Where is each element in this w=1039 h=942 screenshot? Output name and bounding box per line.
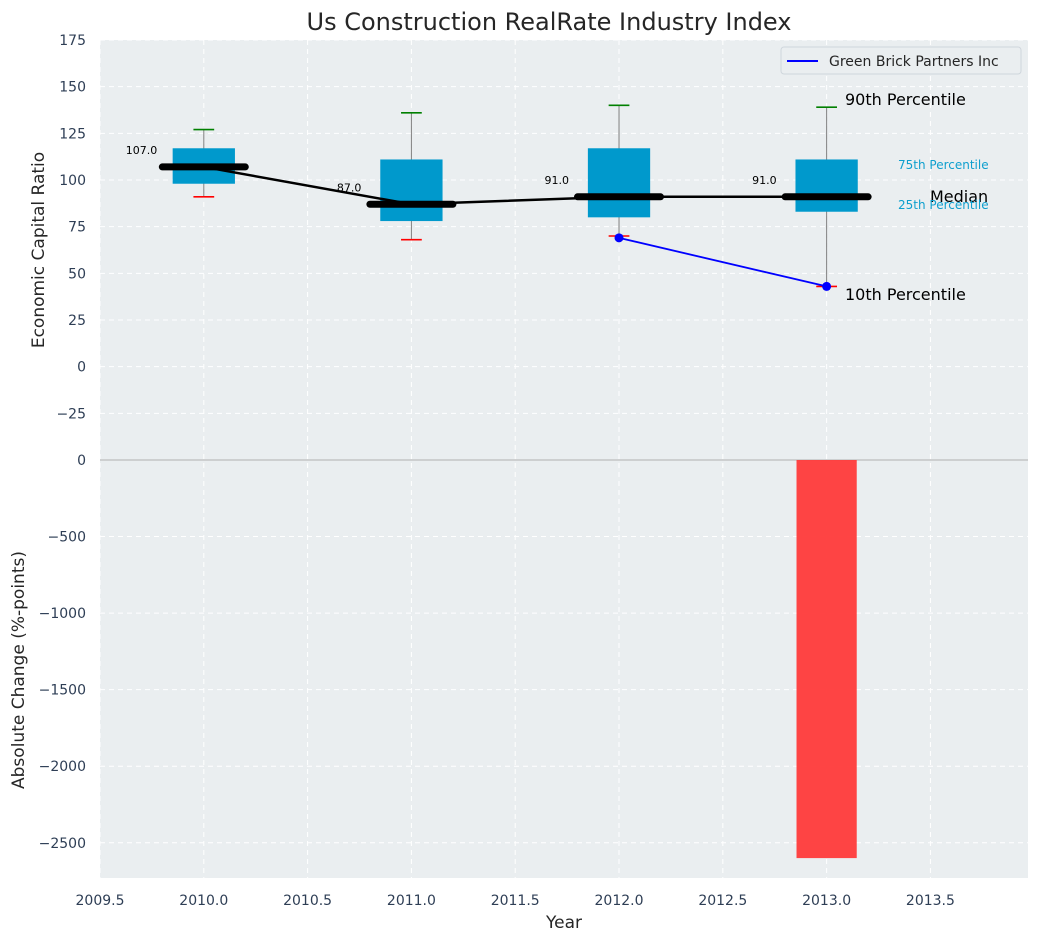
annotation-75th: 75th Percentile (898, 158, 989, 172)
top-y-tick-label: 0 (77, 360, 86, 376)
bottom-y-tick-label: −1500 (39, 683, 86, 699)
top-plot-area (100, 40, 1028, 460)
bottom-plot-area (100, 460, 1028, 878)
legend-box (780, 46, 1022, 75)
change-bars (796, 460, 857, 859)
y-axis-label-bottom: Absolute Change (%-points) (9, 551, 29, 789)
box-iqr (380, 159, 443, 222)
median-value-label: 91.0 (752, 174, 777, 187)
top-y-tick-label: 25 (68, 313, 86, 329)
bottom-y-tick-label: −1000 (39, 606, 86, 622)
median-trend (158, 163, 872, 208)
median-value-label: 91.0 (544, 174, 569, 187)
top-y-tick-label: 100 (59, 173, 86, 189)
x-tick-label: 2012.0 (595, 893, 644, 909)
top-y-tick-label: 50 (68, 266, 86, 282)
x-tick-label: 2011.5 (491, 893, 540, 909)
bottom-y-tick-label: −500 (48, 530, 86, 546)
company-point (822, 281, 832, 291)
legend-label-company: Green Brick Partners Inc (829, 54, 999, 70)
top-y-tick-labels: 175 150 125 100 75 50 25 0 −25 0 (56, 33, 86, 469)
top-y-tick-label: −25 (56, 406, 86, 422)
median-value-label: 87.0 (337, 181, 362, 194)
top-y-tick-label: 150 (59, 80, 86, 96)
company-series (614, 233, 832, 291)
x-tick-label: 2012.5 (698, 893, 747, 909)
median-value-labels: 107.0 87.0 91.0 91.0 (126, 144, 777, 194)
median-value-label: 107.0 (126, 144, 158, 157)
top-y-tick-label: 0 (77, 453, 86, 469)
x-axis-label: Year (545, 913, 582, 933)
x-tick-labels: 2009.5 2010.0 2010.5 2011.0 2011.5 2012.0 2012… (76, 893, 955, 909)
company-line (618, 236, 827, 288)
annotation-10th: 10th Percentile (845, 285, 966, 304)
change-bar (796, 460, 857, 859)
bottom-y-tick-label: −2500 (39, 836, 86, 852)
x-tick-label: 2009.5 (76, 893, 125, 909)
box-iqr (587, 148, 651, 218)
top-y-tick-label: 125 (59, 126, 86, 142)
annotation-median: Median (930, 187, 988, 206)
bottom-y-tick-labels: −500 −1000 −1500 −2000 −2500 (39, 530, 86, 852)
box-iqr (795, 159, 858, 212)
company-point (614, 233, 624, 243)
annotation-25th: 25th Percentile (898, 198, 989, 212)
x-tick-label: 2010.0 (179, 893, 228, 909)
x-tick-label: 2010.5 (283, 893, 332, 909)
y-axis-label-top: Economic Capital Ratio (29, 152, 49, 348)
legend: Green Brick Partners Inc (780, 46, 1022, 75)
bottom-y-tick-label: −2000 (39, 759, 86, 775)
x-tick-label: 2011.0 (387, 893, 436, 909)
top-y-tick-label: 75 (68, 220, 86, 236)
x-tick-label: 2013.5 (906, 893, 955, 909)
median-trend-line (203, 165, 827, 206)
x-tick-label: 2013.0 (802, 893, 851, 909)
chart-title: Us Construction RealRate Industry Index (307, 8, 792, 36)
top-y-tick-label: 175 (59, 33, 86, 49)
annotation-90th: 90th Percentile (845, 90, 966, 109)
